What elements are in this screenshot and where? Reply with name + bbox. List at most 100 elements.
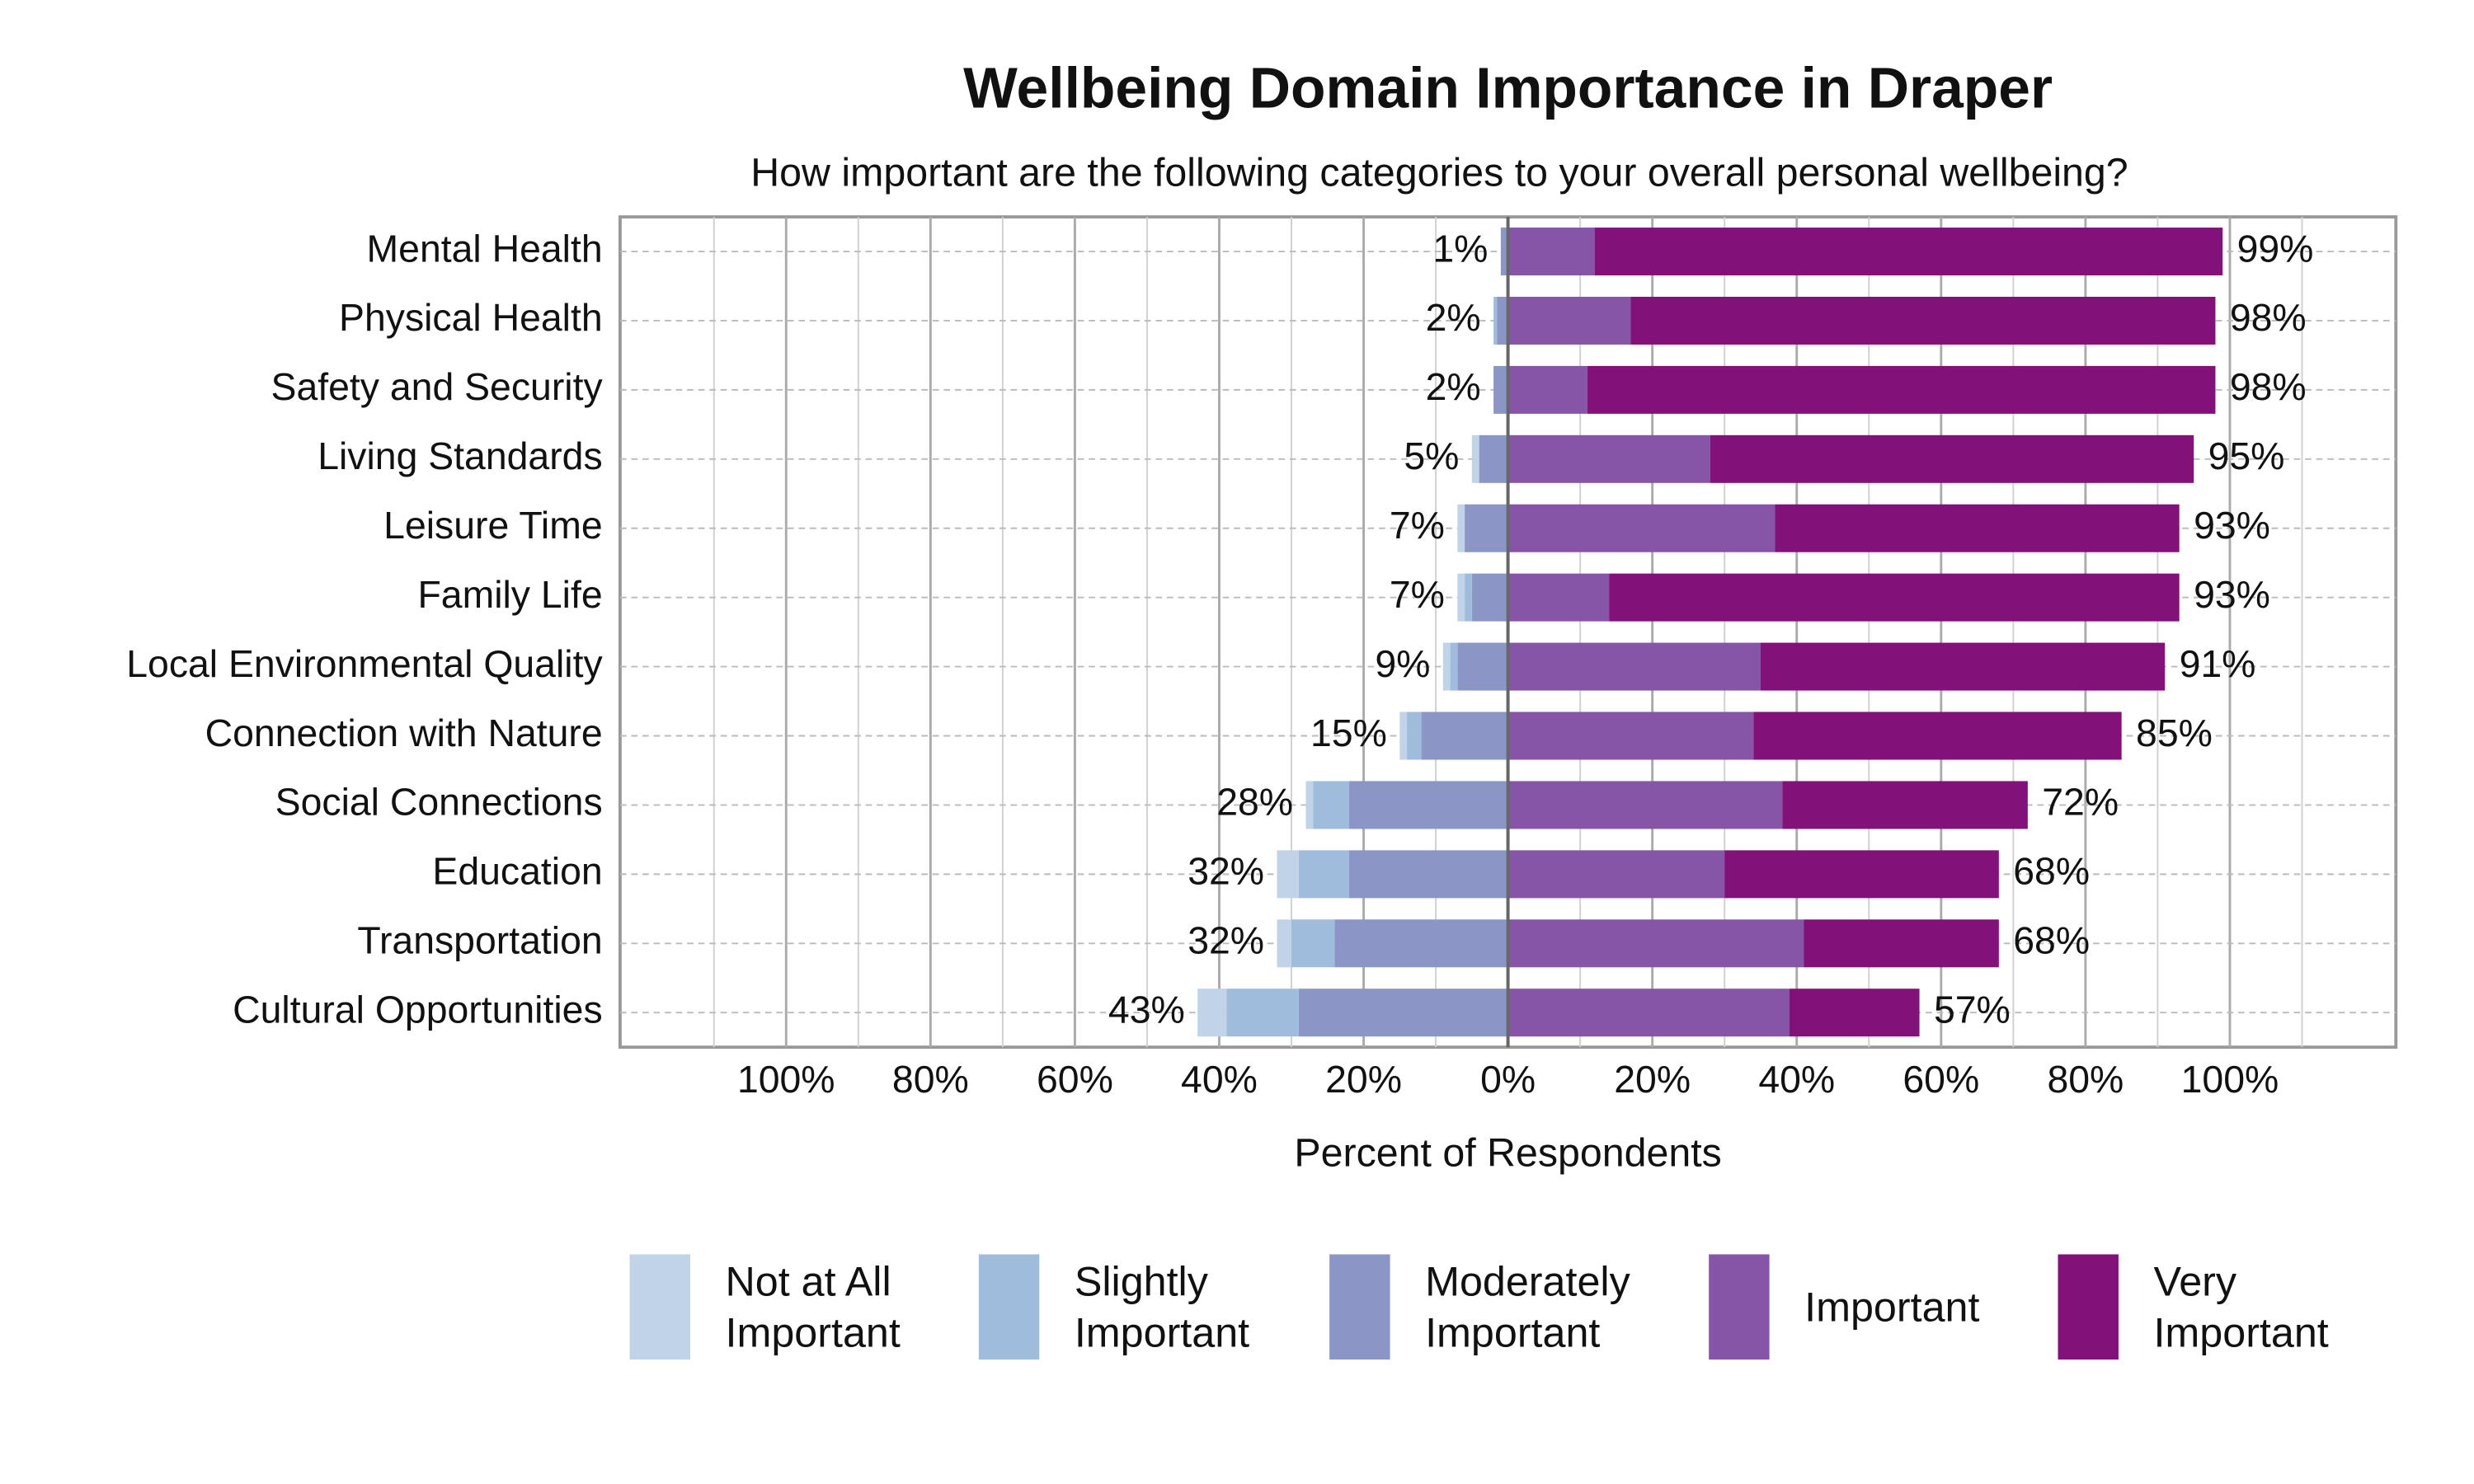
bar-segment — [1197, 989, 1227, 1037]
legend-text-box: Slightly Important — [1075, 1257, 1249, 1356]
legend-text-box: Important — [1804, 1283, 1980, 1331]
right-total-label: 91% — [2180, 642, 2256, 685]
x-tick-label: 40% — [1758, 1058, 1835, 1101]
bar-segment — [1465, 504, 1508, 552]
bar-segment — [1457, 504, 1465, 552]
legend-text-box: Not at All Important — [725, 1257, 901, 1357]
bar-segment — [1507, 296, 1631, 345]
legend-text-box: Very Important — [2153, 1257, 2329, 1357]
left-total-label: 43% — [1108, 988, 1185, 1031]
bar-segment — [1587, 365, 2216, 414]
left-total-label: 1% — [1432, 227, 1488, 270]
y-tick-label: Mental Health — [367, 227, 603, 270]
left-total-label: 5% — [1404, 434, 1459, 477]
bar-segment — [1421, 711, 1508, 760]
x-tick-label: 60% — [1903, 1058, 1979, 1101]
left-total-label: 15% — [1310, 711, 1387, 754]
bar-segment — [1507, 919, 1804, 968]
right-total-label: 98% — [2230, 365, 2307, 408]
bar-segment — [1471, 573, 1508, 622]
bar-segment — [1305, 781, 1314, 829]
bar-segment — [1507, 228, 1595, 276]
bar-segment — [1457, 573, 1465, 622]
y-tick-label: Social Connections — [275, 781, 603, 824]
bar-segment — [1497, 296, 1508, 345]
bar-segment — [1407, 711, 1422, 760]
bar-segment — [1479, 434, 1508, 483]
y-tick-label: Leisure Time — [383, 504, 602, 547]
right-total-label: 68% — [2013, 850, 2090, 893]
legend-label: Very Important — [2153, 1257, 2329, 1357]
bar-segment — [1507, 781, 1783, 829]
bar-segment — [1399, 711, 1408, 760]
bar-segment — [1277, 919, 1292, 968]
left-total-label: 32% — [1188, 919, 1264, 962]
bar-segment — [1334, 919, 1508, 968]
right-total-label: 72% — [2042, 781, 2119, 824]
bar-segment — [1507, 504, 1776, 552]
x-tick-label: 20% — [1614, 1058, 1691, 1101]
left-total-label: 7% — [1390, 573, 1445, 616]
bar-segment — [1724, 850, 1999, 899]
right-total-label: 93% — [2194, 573, 2270, 616]
bar-segment — [1493, 296, 1498, 345]
bar-segment — [1349, 850, 1508, 899]
bar-segment — [1298, 850, 1350, 899]
bar-segment — [1630, 296, 2216, 345]
y-tick-label: Local Environmental Quality — [126, 642, 603, 685]
bar-segment — [1313, 781, 1350, 829]
legend-swatch — [629, 1254, 690, 1360]
right-total-label: 68% — [2013, 919, 2090, 962]
bar-segment — [1465, 573, 1472, 622]
bar-segment — [1493, 365, 1508, 414]
bar-segment — [1298, 989, 1508, 1037]
x-tick-label: 60% — [1037, 1058, 1113, 1101]
left-total-label: 2% — [1426, 296, 1481, 339]
bar-segment — [1507, 711, 1754, 760]
y-tick-label: Cultural Opportunities — [233, 988, 603, 1031]
legend-label: Important — [1804, 1283, 1980, 1331]
bar-segment — [1609, 573, 2180, 622]
bar-segment — [1789, 989, 1920, 1037]
bar-segment — [1226, 989, 1299, 1037]
bar-segment — [1507, 642, 1761, 691]
bar-segment — [1507, 850, 1725, 899]
x-tick-label: 80% — [2047, 1058, 2124, 1101]
y-tick-label: Education — [432, 850, 602, 893]
bar-segment — [1457, 642, 1508, 691]
bar-segment — [1471, 434, 1479, 483]
bar-segment — [1804, 919, 1999, 968]
x-tick-label: 100% — [2181, 1058, 2279, 1101]
bar-segment — [1753, 711, 2122, 760]
legend-label: Not at All Important — [725, 1257, 901, 1357]
right-total-label: 85% — [2136, 711, 2213, 754]
bar-segment — [1782, 781, 2028, 829]
bar-segment — [1507, 573, 1610, 622]
bar-segment — [1277, 850, 1299, 899]
x-tick-label: 80% — [892, 1058, 969, 1101]
legend-swatch — [1329, 1254, 1390, 1360]
bar-segment — [1760, 642, 2166, 691]
y-tick-label: Family Life — [417, 573, 602, 616]
right-total-label: 57% — [1934, 988, 2011, 1031]
right-total-label: 99% — [2237, 227, 2314, 270]
y-tick-label: Safety and Security — [271, 365, 604, 408]
y-tick-label: Physical Health — [339, 296, 603, 339]
legend-swatch — [2058, 1254, 2119, 1360]
x-tick-label: 100% — [737, 1058, 835, 1101]
left-total-label: 7% — [1390, 504, 1445, 547]
x-axis-label: Percent of Respondents — [1294, 1130, 1721, 1175]
legend-swatch — [978, 1254, 1040, 1360]
chart-title: Wellbeing Domain Importance in Draper — [963, 56, 2053, 120]
bar-segment — [1500, 228, 1508, 276]
bar-segment — [1450, 642, 1458, 691]
legend-label: Moderately Important — [1425, 1257, 1630, 1357]
y-tick-label: Connection with Nature — [205, 711, 603, 754]
chart-subtitle: How important are the following categori… — [750, 151, 2128, 195]
right-total-label: 98% — [2230, 296, 2307, 339]
y-tick-label: Transportation — [357, 919, 602, 962]
bar-segment — [1710, 434, 2194, 483]
left-total-label: 9% — [1375, 642, 1430, 685]
bar-segment — [1507, 989, 1790, 1037]
x-tick-label: 40% — [1181, 1058, 1258, 1101]
